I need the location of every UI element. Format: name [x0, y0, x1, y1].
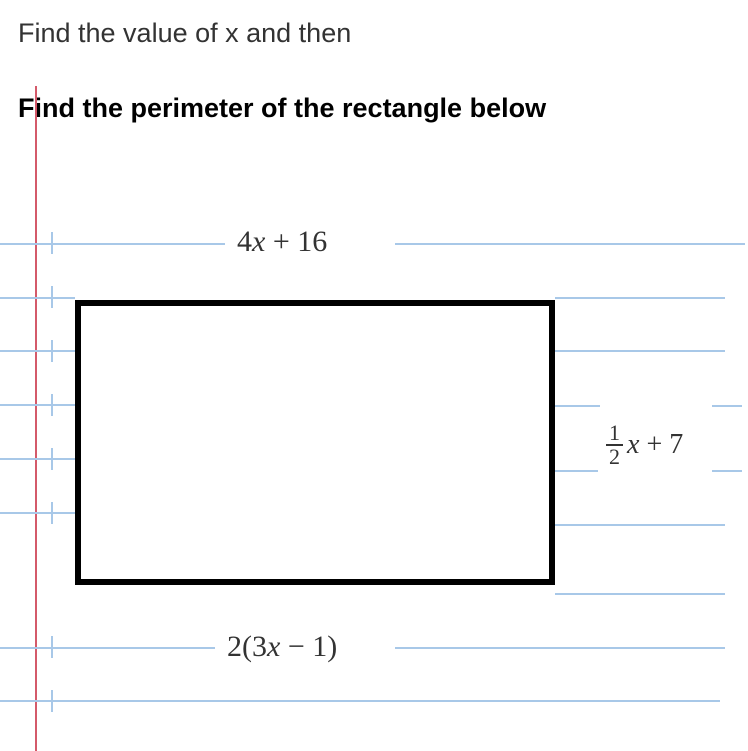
ruled-line — [0, 350, 75, 352]
ruled-line — [0, 404, 75, 406]
margin-tick — [51, 286, 53, 308]
ruled-line — [395, 243, 745, 245]
ruled-line — [555, 405, 600, 407]
rectangle-shape — [75, 300, 555, 585]
ruled-line — [0, 297, 75, 299]
right-denominator: 2 — [606, 446, 623, 468]
ruled-line — [0, 512, 75, 514]
bottom-constant: 1 — [312, 630, 327, 663]
margin-tick — [51, 690, 53, 712]
top-operator: + — [273, 225, 290, 258]
ruled-line — [555, 470, 600, 472]
question-line-1: Find the value of x and then — [18, 18, 351, 49]
ruled-line — [395, 647, 725, 649]
margin-tick — [51, 448, 53, 470]
right-fraction: 1 2 — [606, 422, 623, 468]
margin-tick — [51, 232, 53, 254]
top-constant: 16 — [297, 225, 327, 258]
ruled-line — [555, 593, 725, 595]
bottom-variable: x — [267, 630, 280, 663]
right-operator: + — [646, 429, 662, 461]
question-prefix: Find the perimeter of the rectangle belo — [18, 93, 525, 123]
ruled-line — [0, 243, 225, 245]
ruled-line — [555, 350, 725, 352]
margin-vertical-line — [35, 86, 37, 751]
ruled-line — [555, 297, 725, 299]
ruled-line — [0, 458, 75, 460]
right-constant: 7 — [669, 429, 683, 461]
bottom-operator: − — [288, 630, 305, 663]
question-last-char: w — [525, 93, 546, 124]
margin-tick — [51, 636, 53, 658]
bottom-inner-coeff: 3 — [252, 630, 267, 663]
margin-tick — [51, 394, 53, 416]
question-line-2: Find the perimeter of the rectangle belo… — [18, 93, 546, 124]
right-variable: x — [627, 429, 639, 461]
ruled-line — [712, 405, 742, 407]
label-right-expression: 1 2 x + 7 — [598, 418, 691, 472]
top-variable: x — [252, 225, 265, 258]
ruled-line — [0, 700, 720, 702]
bottom-outer-coeff: 2 — [227, 630, 242, 663]
label-top-expression: 4x + 16 — [225, 225, 339, 259]
top-coefficient: 4 — [237, 225, 252, 258]
margin-tick — [51, 502, 53, 524]
right-numerator: 1 — [606, 422, 623, 446]
ruled-line — [555, 524, 725, 526]
ruled-line — [712, 470, 742, 472]
label-bottom-expression: 2(3x − 1) — [215, 630, 349, 664]
ruled-line — [0, 647, 215, 649]
margin-tick — [51, 340, 53, 362]
